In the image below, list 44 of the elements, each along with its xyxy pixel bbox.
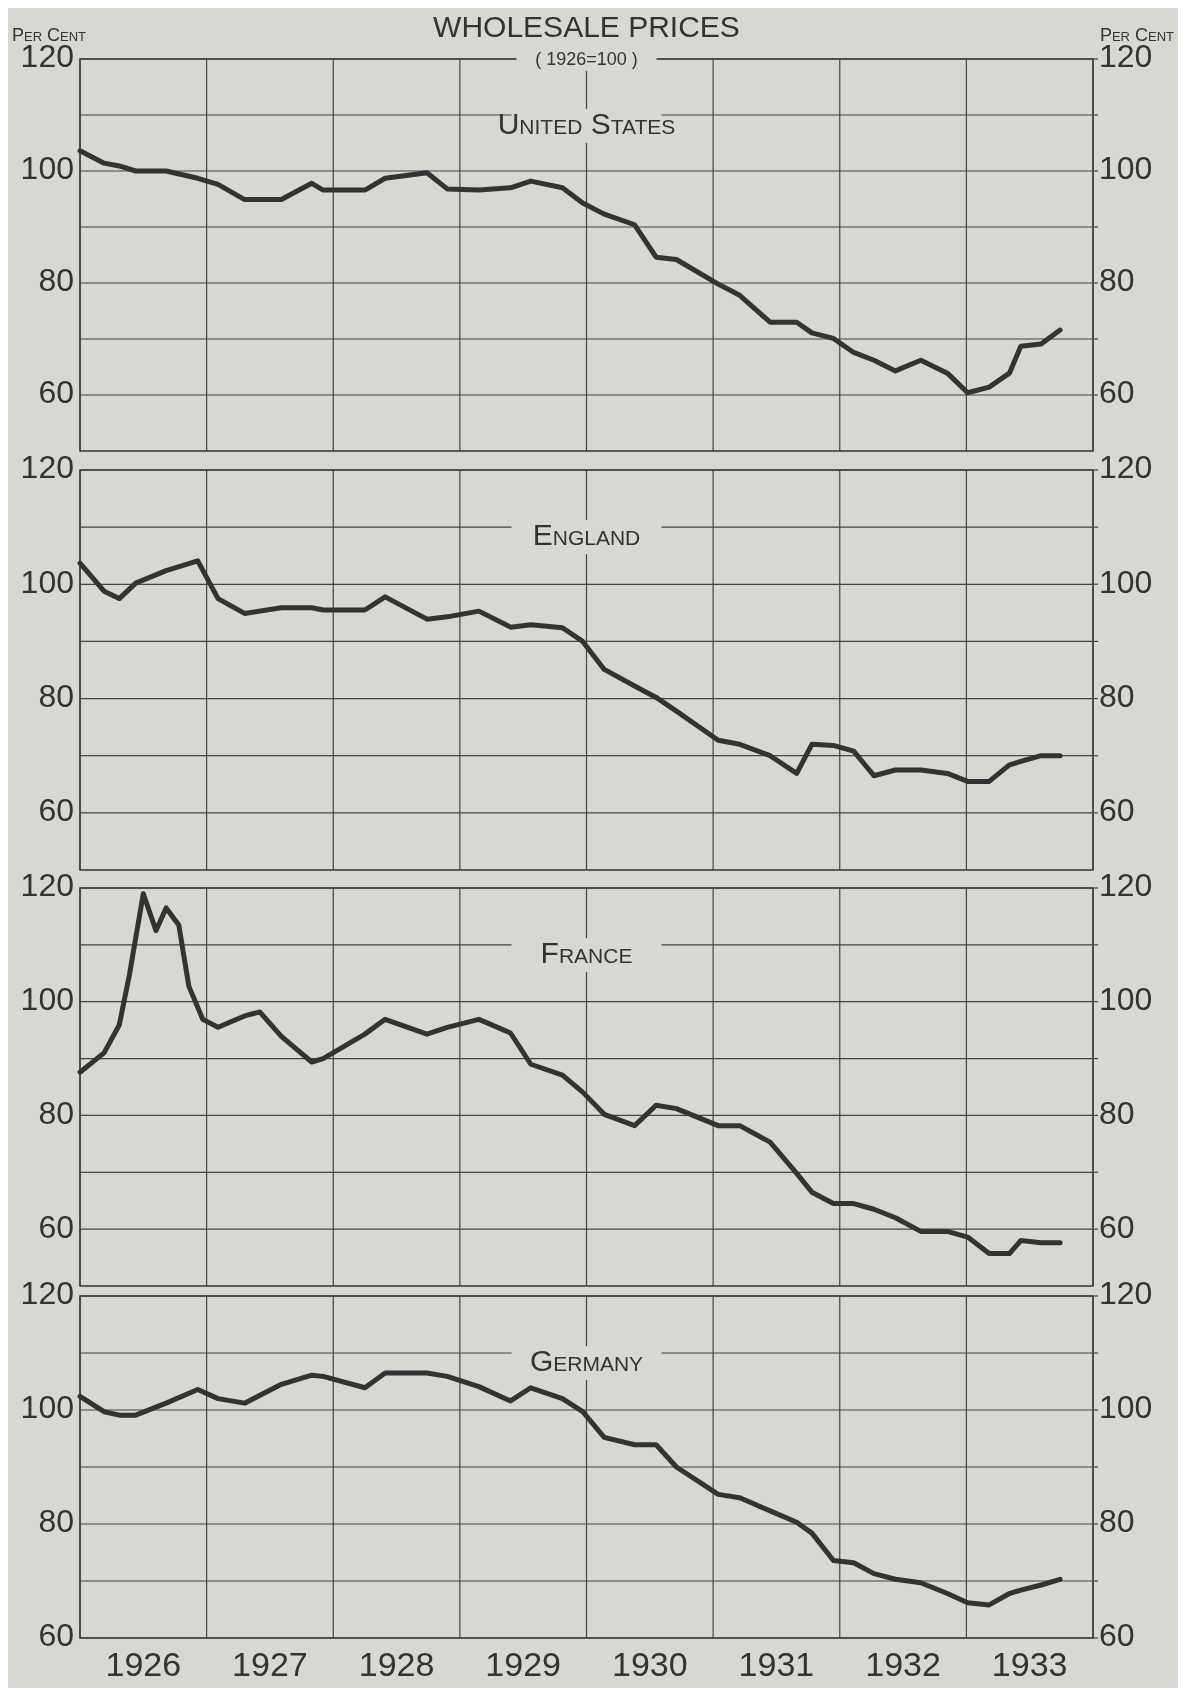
- text: France: [540, 936, 633, 969]
- x-tick-label: 1933: [991, 1645, 1068, 1683]
- y2-tick-label: 100: [1099, 981, 1153, 1018]
- y2-tick-label: 60: [1099, 1208, 1135, 1245]
- y-tick-label: 120: [20, 867, 74, 904]
- y2-tick-label: 60: [1099, 792, 1135, 829]
- y-tick-label: 80: [38, 1503, 74, 1540]
- y-tick-label: 80: [38, 1094, 74, 1131]
- y-tick-label: 100: [20, 563, 74, 600]
- y-tick-label: 60: [38, 1208, 74, 1245]
- y2-tick-label: 80: [1099, 1503, 1135, 1540]
- y-tick-label: 100: [20, 150, 74, 187]
- y2-tick-label: 80: [1099, 1094, 1135, 1131]
- y2-tick-label: 100: [1099, 150, 1153, 187]
- y-tick-label: 120: [20, 1275, 74, 1312]
- y2-tick-label: 120: [1099, 449, 1153, 486]
- series-label: Germany: [529, 1344, 644, 1377]
- y-tick-label: 60: [38, 792, 74, 829]
- y2-tick-label: 100: [1099, 563, 1153, 600]
- y2-tick-label: 100: [1099, 1389, 1153, 1426]
- y2-tick-label: 120: [1099, 1275, 1153, 1312]
- x-tick-label: 1931: [738, 1645, 815, 1683]
- x-tick-label: 1930: [611, 1645, 688, 1683]
- x-tick-label: 1927: [232, 1645, 308, 1683]
- text: England: [532, 518, 641, 551]
- y-tick-label: 120: [20, 449, 74, 486]
- y2-tick-label: 80: [1099, 678, 1135, 715]
- series-label: United States: [497, 107, 676, 140]
- y-tick-label: 60: [38, 374, 74, 411]
- y2-tick-label: 60: [1099, 1617, 1135, 1654]
- x-tick-label: 1929: [485, 1645, 562, 1683]
- y2-tick-label: 60: [1099, 374, 1135, 411]
- y2-tick-label: 120: [1099, 867, 1153, 904]
- y-tick-label: 80: [38, 678, 74, 715]
- x-tick-label: 1928: [358, 1645, 435, 1683]
- y2-tick-label: 80: [1099, 262, 1135, 299]
- chart-title: WHOLESALE PRICES: [433, 10, 740, 43]
- y-tick-label: 60: [38, 1617, 74, 1654]
- y-tick-label: 100: [20, 981, 74, 1018]
- y-tick-label: 100: [20, 1389, 74, 1426]
- y-tick-label: 80: [38, 262, 74, 299]
- chart-subtitle: ( 1926=100 ): [535, 49, 638, 69]
- x-tick-label: 1932: [865, 1645, 941, 1683]
- x-tick-label: 1926: [105, 1645, 182, 1683]
